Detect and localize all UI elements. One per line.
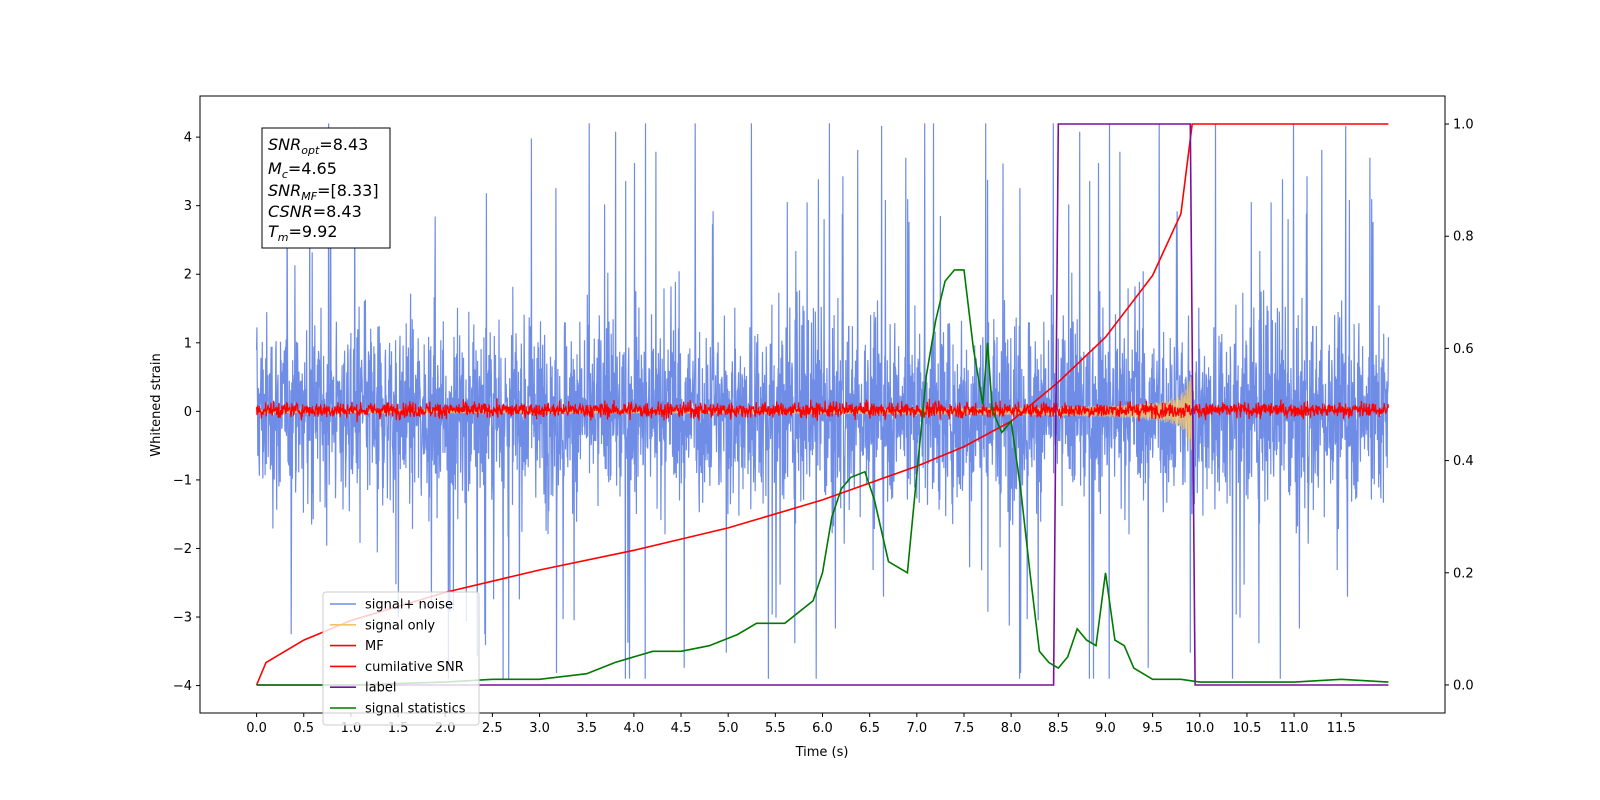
x-tick-label: 9.5 — [1142, 721, 1163, 736]
x-tick-label: 5.5 — [765, 721, 786, 736]
legend-label: signal statistics — [365, 702, 466, 717]
y-right-tick-label: 0.0 — [1453, 678, 1474, 693]
annotation-tm: Tm=9.92 — [268, 222, 338, 244]
y-tick-label: −1 — [173, 473, 192, 488]
x-tick-label: 11.0 — [1280, 721, 1309, 736]
x-tick-label: 0.0 — [246, 721, 267, 736]
annotation-mc: Mc=4.65 — [268, 159, 337, 181]
y-tick-label: 4 — [184, 131, 192, 146]
y-axis-right: 1.0 0.8 0.6 0.4 0.2 0.0 — [1445, 118, 1474, 693]
x-tick-label: 4.0 — [624, 721, 645, 736]
y-right-tick-label: 0.8 — [1453, 230, 1474, 245]
x-axis-label: Time (s) — [795, 745, 849, 760]
y-tick-label: 1 — [184, 336, 192, 351]
x-tick-label: 2.5 — [482, 721, 503, 736]
x-tick-label: 7.0 — [906, 721, 927, 736]
annotation-box: SNRopt=8.43 Mc=4.65 SNRMF=[8.33] CSNR=8.… — [261, 127, 391, 249]
legend-label: label — [365, 681, 396, 696]
legend-label: cumilative SNR — [365, 660, 464, 675]
legend-label: signal only — [365, 618, 435, 633]
x-tick-label: 11.5 — [1327, 721, 1356, 736]
x-tick-label: 3.0 — [529, 721, 550, 736]
x-tick-label: 7.5 — [954, 721, 975, 736]
annotation-csnr: CSNR=8.43 — [268, 202, 362, 221]
x-tick-label: 8.0 — [1001, 721, 1022, 736]
x-tick-label: 3.5 — [576, 721, 597, 736]
series-signal-statistics-line — [256, 269, 1389, 686]
y-tick-label: −2 — [173, 542, 192, 557]
series-label-line — [256, 123, 1389, 686]
x-tick-label: 8.5 — [1048, 721, 1069, 736]
y-tick-label: 2 — [184, 268, 192, 283]
y-axis-left: 4 3 2 1 0 −1 −2 −3 −4 — [173, 131, 200, 694]
annotation-snr-mf: SNRMF=[8.33] — [268, 181, 379, 203]
y-tick-label: 0 — [184, 405, 192, 420]
series-mf-line — [256, 398, 1389, 423]
x-tick-label: 4.5 — [671, 721, 692, 736]
y-right-tick-label: 0.2 — [1453, 566, 1474, 581]
x-tick-label: 6.0 — [812, 721, 833, 736]
legend-label: signal+ noise — [365, 598, 453, 613]
x-tick-label: 10.0 — [1185, 721, 1214, 736]
y-tick-label: −3 — [173, 611, 192, 626]
y-right-tick-label: 0.6 — [1453, 342, 1474, 357]
x-tick-label: 6.5 — [859, 721, 880, 736]
series-signal-noise-line — [256, 123, 1389, 679]
legend: signal+ noise signal only MF cumilative SNR… — [322, 591, 480, 726]
legend-label: MF — [365, 639, 384, 654]
x-tick-label: 0.5 — [293, 721, 314, 736]
annotation-snr-opt: SNRopt=8.43 — [268, 135, 368, 157]
y-tick-label: −4 — [173, 679, 192, 694]
x-tick-label: 9.0 — [1095, 721, 1116, 736]
x-tick-label: 10.5 — [1232, 721, 1261, 736]
x-axis: 0.0 0.5 1.0 1.5 2.0 2.5 3.0 3.5 4.0 4.5 5.0 5.5 6.0 6… — [246, 713, 1356, 736]
x-tick-label: 5.0 — [718, 721, 739, 736]
y-right-tick-label: 0.4 — [1453, 454, 1474, 469]
y-tick-label: 3 — [184, 199, 192, 214]
y-right-tick-label: 1.0 — [1453, 118, 1474, 133]
y-axis-label: Whitened strain — [149, 353, 164, 456]
legend-box — [322, 591, 480, 726]
